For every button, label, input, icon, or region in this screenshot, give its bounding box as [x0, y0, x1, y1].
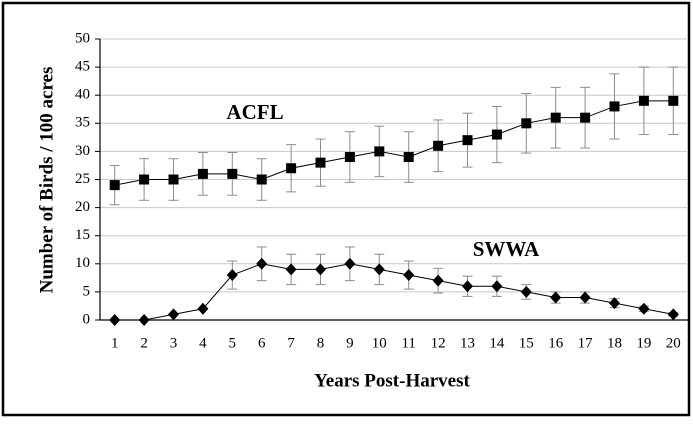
frame: [1, 1, 691, 417]
y-tick-label: 10: [75, 255, 90, 271]
marker-square: [286, 163, 297, 174]
marker-diamond: [403, 269, 415, 282]
marker-square: [580, 112, 591, 123]
x-tick-label: 4: [199, 335, 207, 351]
x-tick-label: 9: [346, 335, 354, 351]
marker-square: [521, 118, 532, 129]
x-tick-label: 17: [578, 335, 594, 351]
x-tick-label: 8: [317, 335, 325, 351]
marker-square: [609, 101, 620, 112]
marker-diamond: [520, 285, 532, 298]
y-axis-title: Number of Birds / 100 acres: [36, 67, 57, 294]
series-label: SWWA: [473, 237, 540, 261]
x-tick-label: 10: [372, 335, 387, 351]
marker-square: [197, 168, 208, 179]
marker-diamond: [344, 257, 356, 270]
marker-diamond: [315, 263, 326, 276]
marker-square: [668, 95, 679, 106]
marker-diamond: [285, 263, 297, 276]
x-tick-label: 16: [548, 335, 564, 351]
x-tick-label: 3: [170, 335, 178, 351]
series-label: ACFL: [226, 100, 283, 124]
marker-diamond: [226, 269, 238, 282]
y-tick-label: 30: [75, 143, 90, 159]
x-tick-label: 6: [258, 335, 266, 351]
x-tick-label: 7: [287, 335, 295, 351]
marker-square: [550, 112, 561, 123]
marker-diamond: [109, 314, 121, 326]
marker-square: [256, 174, 267, 185]
y-tick-label: 15: [75, 227, 90, 243]
y-tick-label: 0: [83, 311, 91, 327]
x-tick-label: 2: [140, 335, 148, 351]
marker-square: [638, 95, 649, 106]
marker-diamond: [197, 302, 209, 315]
marker-diamond: [138, 314, 150, 326]
marker-square: [109, 180, 120, 191]
marker-square: [462, 135, 473, 146]
x-tick-label: 1: [111, 335, 119, 351]
marker-diamond: [550, 291, 562, 304]
marker-diamond: [667, 308, 679, 321]
marker-square: [374, 146, 385, 157]
marker-square: [227, 168, 238, 179]
y-tick-label: 35: [75, 115, 90, 131]
marker-diamond: [256, 257, 268, 270]
marker-square: [491, 129, 502, 140]
marker-diamond: [638, 302, 650, 315]
marker-diamond: [168, 308, 179, 321]
x-tick-label: 18: [607, 335, 622, 351]
marker-diamond: [609, 297, 620, 310]
y-tick-label: 20: [75, 199, 90, 215]
x-tick-label: 11: [401, 335, 415, 351]
x-tick-label: 15: [519, 335, 534, 351]
x-axis-title: Years Post-Harvest: [314, 370, 470, 391]
marker-diamond: [432, 274, 444, 287]
marker-square: [139, 174, 150, 185]
y-tick-label: 25: [75, 171, 90, 187]
x-tick-label: 13: [460, 335, 475, 351]
marker-square: [344, 152, 355, 163]
marker-diamond: [373, 263, 385, 276]
x-tick-label: 14: [489, 335, 505, 351]
x-tick-label: 19: [636, 335, 651, 351]
marker-diamond: [462, 280, 473, 293]
marker-diamond: [579, 291, 591, 304]
x-tick-label: 5: [229, 335, 237, 351]
marker-diamond: [491, 280, 503, 293]
marker-square: [403, 152, 414, 163]
y-tick-label: 45: [75, 59, 90, 75]
marker-square: [168, 174, 179, 185]
marker-square: [315, 157, 326, 168]
x-tick-label: 20: [666, 335, 681, 351]
marker-square: [433, 140, 444, 151]
y-tick-label: 5: [83, 283, 91, 299]
y-tick-label: 50: [75, 30, 90, 46]
y-tick-label: 40: [75, 87, 90, 103]
x-tick-label: 12: [431, 335, 446, 351]
